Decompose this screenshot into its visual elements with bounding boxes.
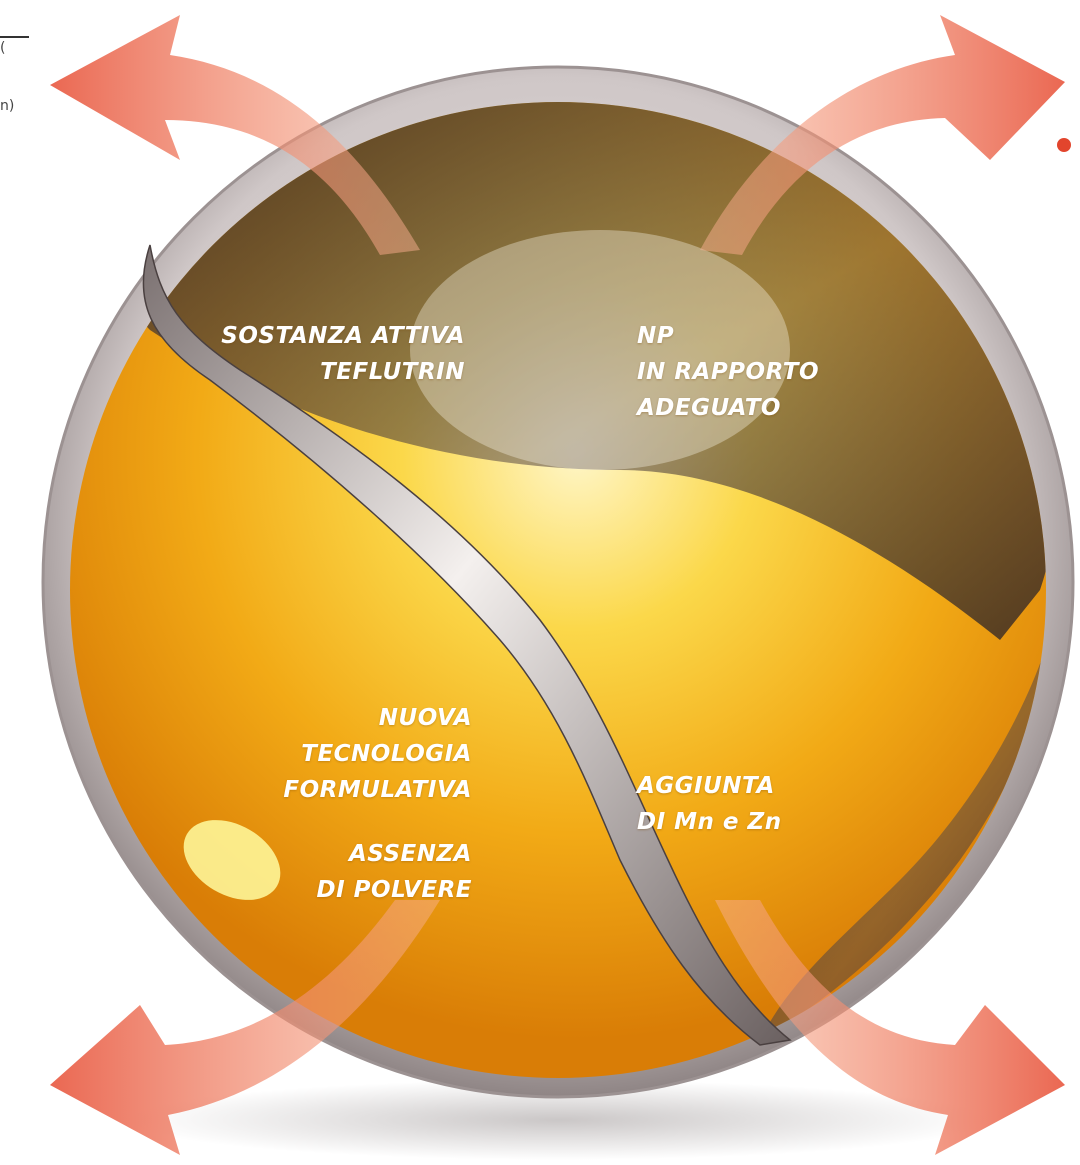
arrow-bottom-right <box>715 900 1065 1155</box>
label-line: ASSENZA <box>348 841 472 867</box>
label-nuova-tecnologia: NUOVA TECNOLOGIA FORMULATIVA <box>283 700 472 808</box>
label-aggiunta-mn-zn: AGGIUNTA DI Mn e Zn <box>637 768 782 840</box>
floor-shadow <box>128 1080 988 1160</box>
top-glare <box>410 230 790 470</box>
label-line: DI Mn e Zn <box>637 809 782 835</box>
edge-fragment-2: n) <box>0 98 15 114</box>
label-line: DI POLVERE <box>316 877 472 903</box>
arrow-bottom-left <box>50 900 440 1155</box>
label-line: ADEGUATO <box>637 395 781 421</box>
label-sostanza-attiva: SOSTANZA ATTIVA TEFLUTRIN <box>221 318 465 390</box>
label-line: IN RAPPORTO <box>637 359 820 385</box>
label-line: TECNOLOGIA <box>301 741 472 767</box>
label-line: TEFLUTRIN <box>320 359 465 385</box>
label-line: AGGIUNTA <box>637 773 775 799</box>
label-line: FORMULATIVA <box>283 777 472 803</box>
label-line: SOSTANZA ATTIVA <box>221 323 465 349</box>
label-assenza-polvere: ASSENZA DI POLVERE <box>317 836 473 908</box>
left-edge-fragment: ( n) <box>0 30 40 120</box>
label-line: NUOVA <box>378 705 472 731</box>
dividing-ribbon <box>142 244 792 1046</box>
edge-rule <box>0 36 29 38</box>
accent-dot <box>1057 138 1071 152</box>
edge-fragment-1: ( <box>0 40 6 56</box>
label-np-rapporto: NP IN RAPPORTO ADEGUATO <box>637 318 819 426</box>
arrow-top-left <box>50 15 420 255</box>
side-highlight <box>183 820 281 900</box>
label-line: NP <box>637 323 675 349</box>
dark-upper-lens <box>127 102 1046 640</box>
arrow-top-right <box>700 15 1065 255</box>
